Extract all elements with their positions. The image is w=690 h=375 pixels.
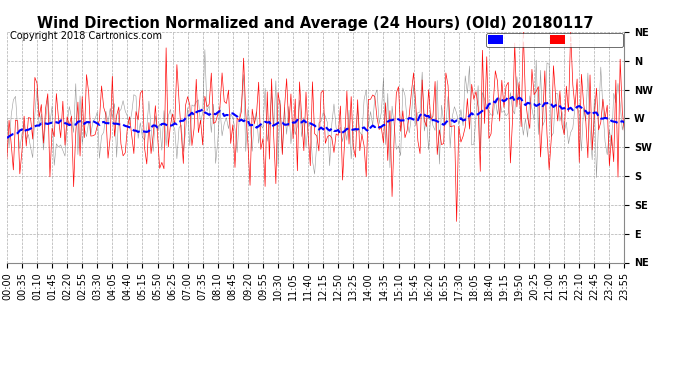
Title: Wind Direction Normalized and Average (24 Hours) (Old) 20180117: Wind Direction Normalized and Average (2… — [37, 16, 594, 31]
Text: Copyright 2018 Cartronics.com: Copyright 2018 Cartronics.com — [10, 32, 162, 41]
Legend: Median, Direction: Median, Direction — [486, 33, 623, 47]
